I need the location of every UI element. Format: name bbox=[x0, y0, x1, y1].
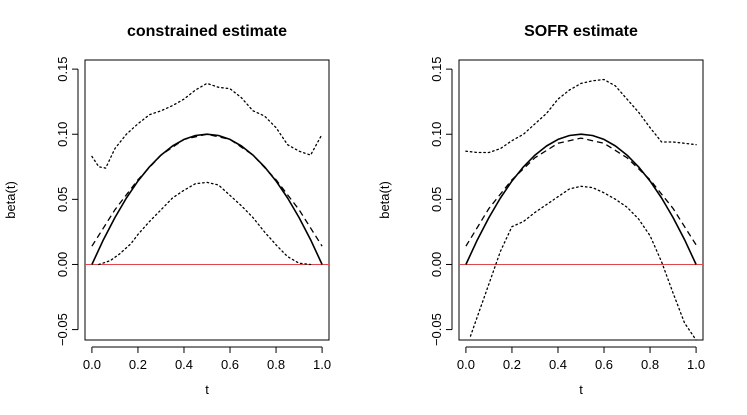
panel-sofr-estimate: SOFR estimate beta(t) t 0.0 0.2 0.4 0.6 0.8 1… bbox=[377, 23, 705, 397]
x-tick-label: 1.0 bbox=[687, 357, 705, 372]
series-line-lower-bound bbox=[469, 185, 697, 341]
y-tick-label: 0.05 bbox=[55, 187, 70, 212]
y-tick-label: −0.05 bbox=[55, 313, 70, 346]
x-tick-label: 0.0 bbox=[83, 357, 101, 372]
series-line-estimate bbox=[465, 137, 697, 247]
plot-frame bbox=[458, 59, 704, 341]
x-axis-label: t bbox=[579, 382, 583, 397]
plot-frame bbox=[84, 59, 330, 341]
series-line-true-beta bbox=[465, 133, 697, 265]
x-tick-label: 0.2 bbox=[129, 357, 147, 372]
x-tick-label: 0.2 bbox=[503, 357, 521, 372]
chart-title: SOFR estimate bbox=[524, 23, 638, 40]
y-tick-label: 0.15 bbox=[55, 56, 70, 81]
y-tick-label: 0.00 bbox=[429, 252, 444, 277]
y-tick-label: −0.05 bbox=[429, 313, 444, 346]
y-tick-label: 0.05 bbox=[429, 187, 444, 212]
series-line-upper-bound bbox=[465, 78, 697, 154]
series-line-estimate bbox=[91, 133, 323, 247]
x-tick-label: 0.8 bbox=[641, 357, 659, 372]
x-tick-label: 0.6 bbox=[221, 357, 239, 372]
y-tick-label: 0.10 bbox=[55, 122, 70, 147]
x-tick-label: 0.4 bbox=[549, 357, 567, 372]
panel-constrained-estimate: constrained estimate beta(t) t 0.0 0.2 0.4… bbox=[3, 23, 331, 397]
x-tick-label: 1.0 bbox=[313, 357, 331, 372]
series-line-lower-bound bbox=[98, 181, 312, 266]
x-tick-label: 0.0 bbox=[457, 357, 475, 372]
y-axis-label: beta(t) bbox=[3, 181, 18, 219]
y-tick-label: 0.10 bbox=[429, 122, 444, 147]
y-axis-label: beta(t) bbox=[377, 181, 392, 219]
y-tick-label: 0.15 bbox=[429, 56, 444, 81]
series-line-true-beta bbox=[91, 133, 323, 265]
x-axis-label: t bbox=[205, 382, 209, 397]
chart-title: constrained estimate bbox=[127, 23, 287, 40]
series-line-upper-bound bbox=[91, 82, 323, 169]
x-tick-label: 0.6 bbox=[595, 357, 613, 372]
x-tick-label: 0.4 bbox=[175, 357, 193, 372]
x-tick-label: 0.8 bbox=[267, 357, 285, 372]
y-tick-label: 0.00 bbox=[55, 252, 70, 277]
